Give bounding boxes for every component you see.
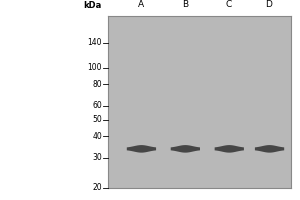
Text: A: A — [138, 0, 144, 9]
Text: D: D — [266, 0, 272, 9]
Text: kDa: kDa — [84, 1, 102, 10]
Text: C: C — [226, 0, 232, 9]
Text: 30: 30 — [92, 153, 102, 162]
Text: 80: 80 — [92, 80, 102, 89]
Text: 50: 50 — [92, 115, 102, 124]
Text: 60: 60 — [92, 101, 102, 110]
Text: 40: 40 — [92, 132, 102, 141]
Text: 20: 20 — [92, 184, 102, 192]
Text: 140: 140 — [88, 38, 102, 47]
Text: B: B — [182, 0, 188, 9]
Text: 100: 100 — [88, 63, 102, 72]
